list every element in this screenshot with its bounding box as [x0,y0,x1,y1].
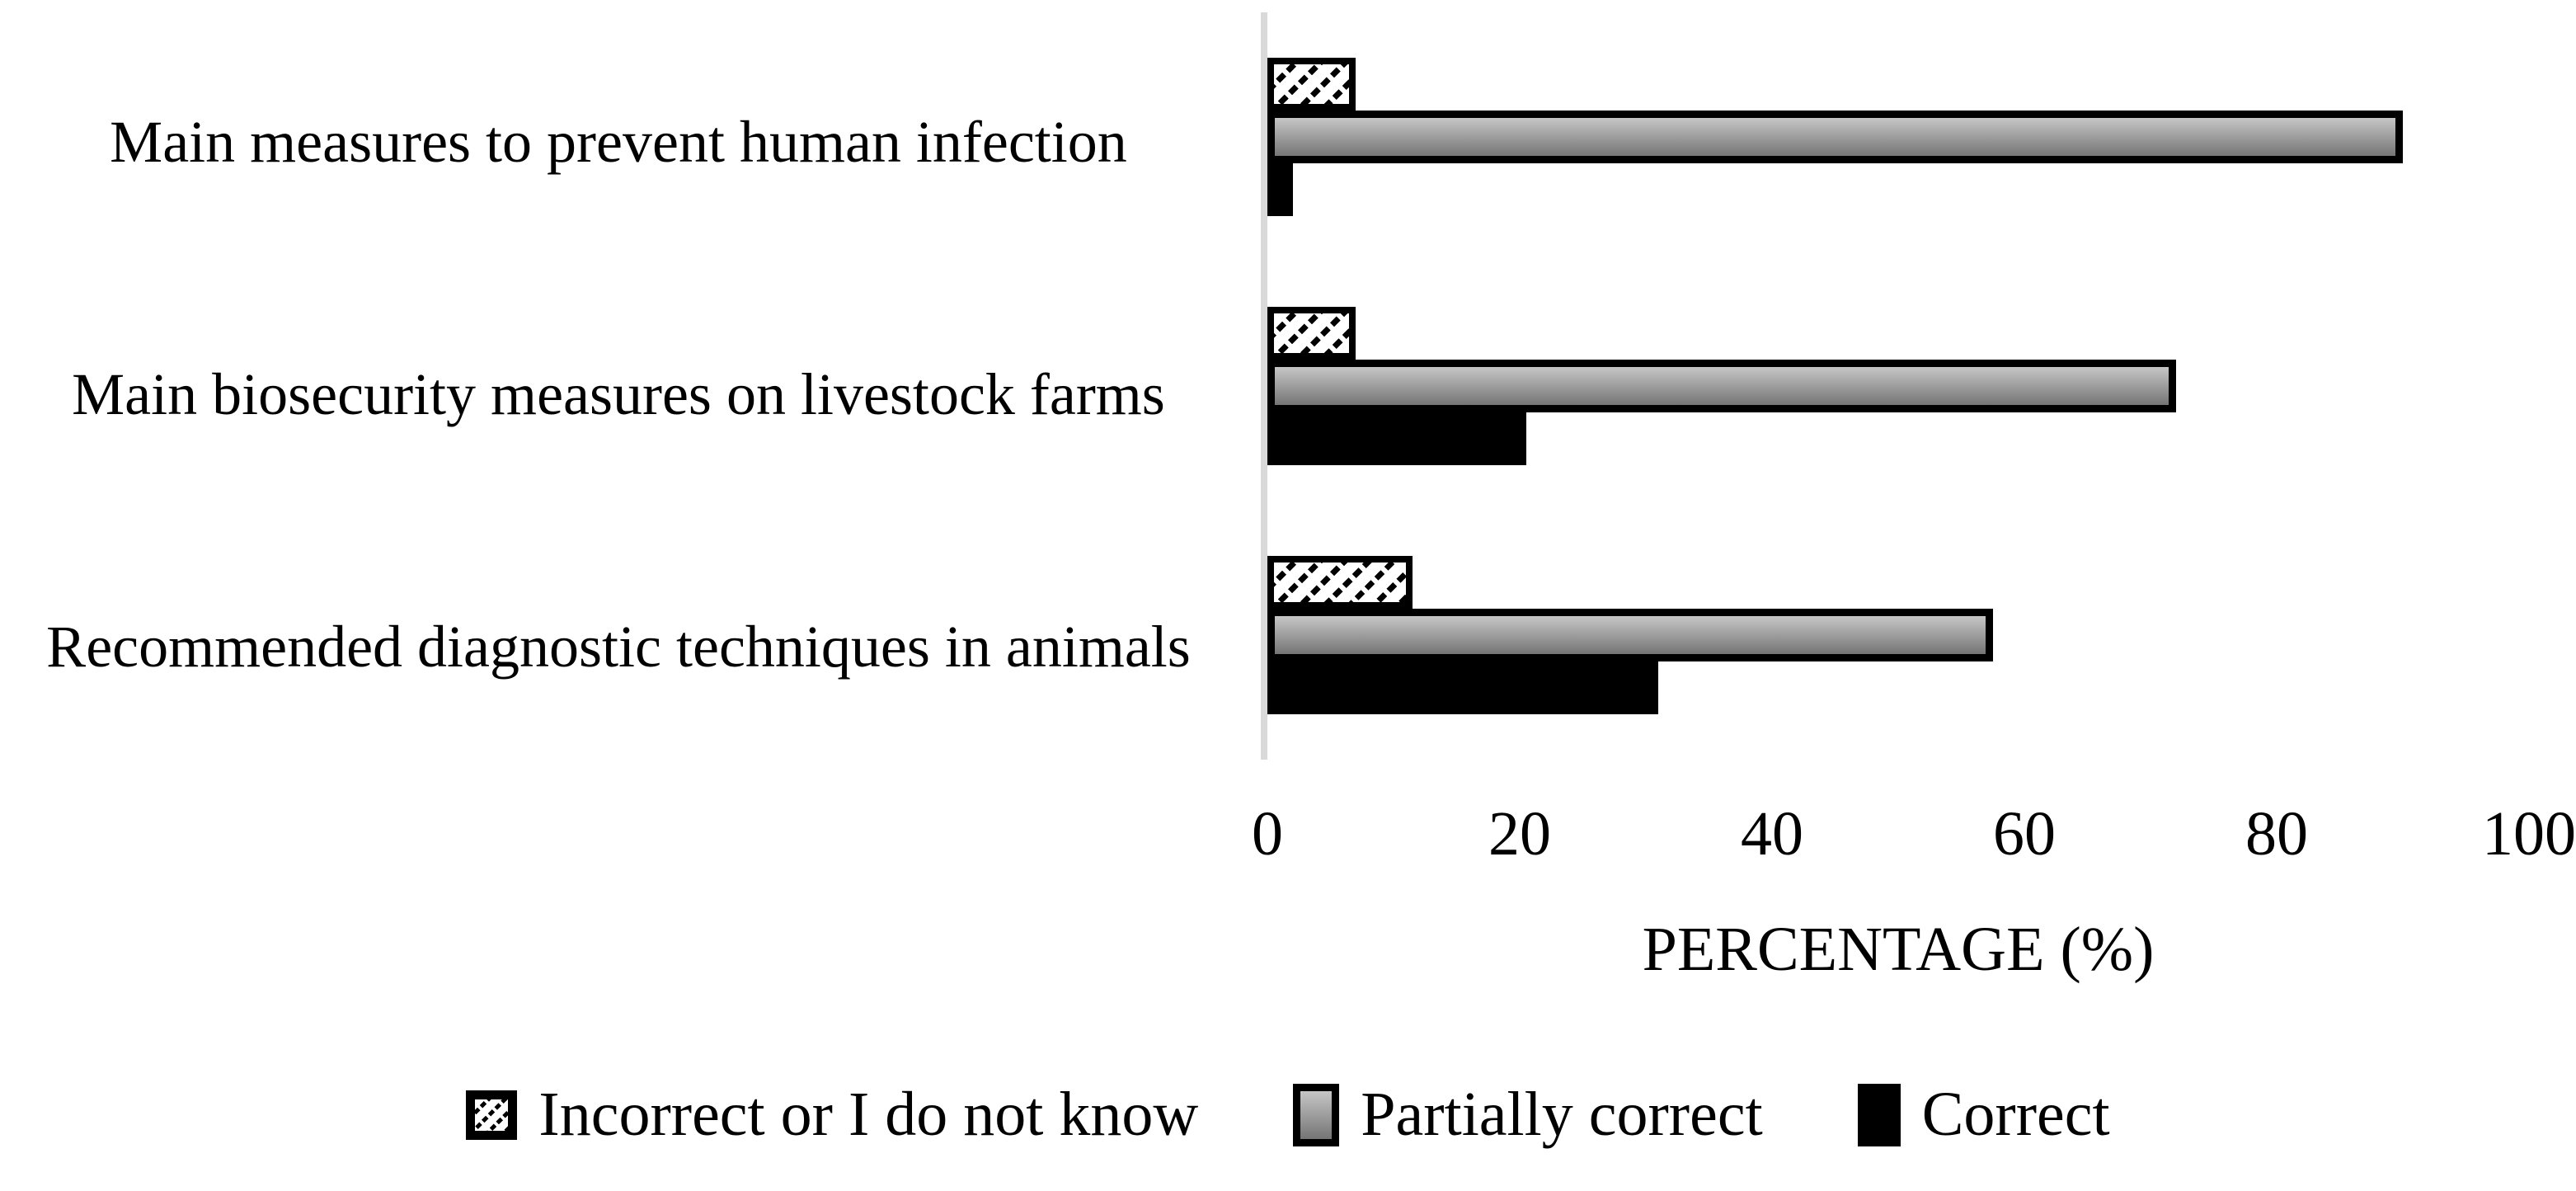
x-tick-100: 100 [2482,799,2576,869]
plot-area [1267,12,2529,760]
y-axis-line [1261,12,1267,760]
legend: Incorrect or I do not know Partially cor… [0,1079,2576,1151]
bar-group [1267,12,2529,261]
bar-correct [1267,163,1293,216]
bar-incorrect-or-i-do-not-know [1267,307,1356,360]
x-tick-0: 0 [1252,799,1283,869]
x-tick-80: 80 [2245,799,2308,869]
bar-correct [1267,661,1659,714]
legend-label-incorrect: Incorrect or I do not know [538,1080,1199,1149]
bar-correct [1267,412,1526,465]
bar-incorrect-or-i-do-not-know [1267,556,1413,609]
hatched-swatch-icon [466,1090,518,1140]
bar-group [1267,261,2529,511]
bar-partially-correct [1267,360,2176,412]
bar-incorrect-or-i-do-not-know [1267,58,1356,111]
bar-partially-correct [1267,111,2403,163]
bar-partially-correct [1267,609,1993,661]
x-tick-60: 60 [1993,799,2056,869]
legend-label-partially-correct: Partially correct [1361,1080,1763,1149]
x-tick-40: 40 [1741,799,1803,869]
legend-label-correct: Correct [1921,1080,2110,1149]
category-label-human-infection: Main measures to prevent human infection [110,109,1127,175]
x-tick-20: 20 [1488,799,1551,869]
legend-item-correct: Correct [1857,1079,2110,1151]
x-axis-title: PERCENTAGE (%) [1642,915,2155,984]
gray-swatch-icon [1293,1083,1340,1146]
legend-item-incorrect: Incorrect or I do not know [466,1079,1198,1151]
category-label-diagnostic-techniques: Recommended diagnostic techniques in ani… [46,614,1191,680]
bar-group [1267,511,2529,760]
x-axis-ticks: 0 20 40 60 80 100 [1252,798,2576,889]
black-swatch-icon [1857,1083,1901,1146]
category-label-biosecurity-farms: Main biosecurity measures on livestock f… [72,361,1165,427]
legend-item-partially-correct: Partially correct [1293,1079,1763,1151]
